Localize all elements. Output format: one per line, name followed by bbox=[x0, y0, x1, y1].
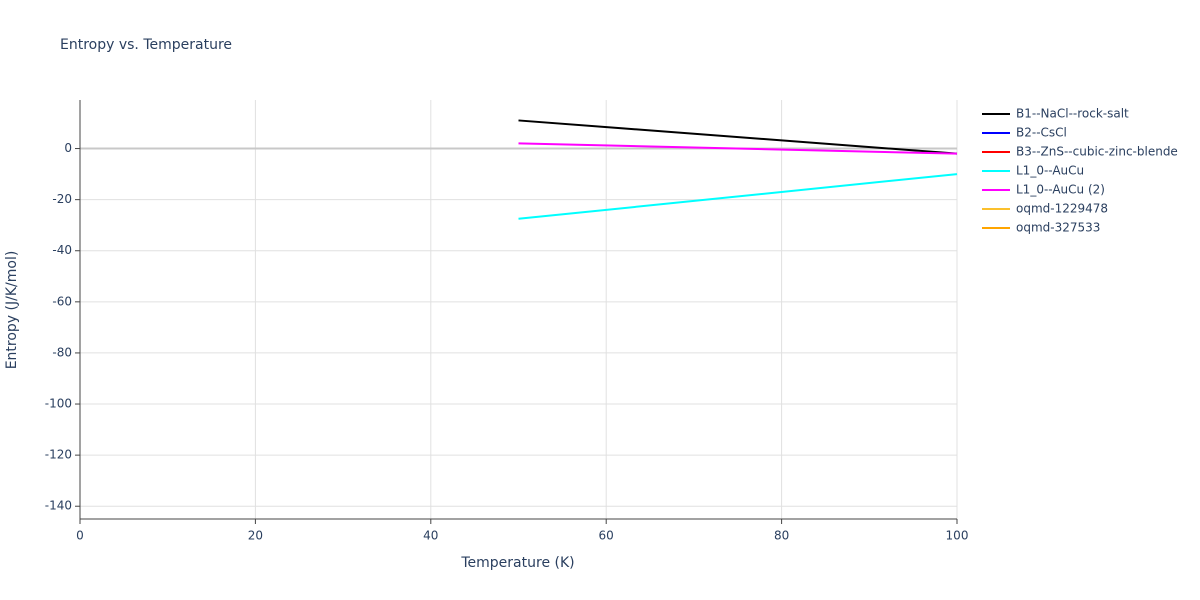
chart-title: Entropy vs. Temperature bbox=[60, 37, 232, 53]
y-tick-label: -100 bbox=[45, 397, 72, 411]
legend-label: B1--NaCl--rock-salt bbox=[1016, 107, 1129, 121]
x-tick-label: 0 bbox=[76, 529, 84, 543]
x-tick-label: 80 bbox=[774, 529, 789, 543]
legend-label: B2--CsCl bbox=[1016, 126, 1067, 140]
y-tick-label: -20 bbox=[52, 192, 72, 206]
x-tick-label: 60 bbox=[599, 529, 614, 543]
y-tick-label: -80 bbox=[52, 345, 72, 359]
x-tick-label: 40 bbox=[423, 529, 438, 543]
series-line bbox=[518, 173, 958, 220]
x-tick-label: 20 bbox=[248, 529, 263, 543]
y-tick-label: -140 bbox=[45, 499, 72, 513]
legend-label: oqmd-1229478 bbox=[1016, 202, 1108, 216]
x-tick-label: 100 bbox=[946, 529, 969, 543]
series-line bbox=[518, 142, 958, 155]
legend-label: B3--ZnS--cubic-zinc-blende bbox=[1016, 145, 1178, 159]
y-tick-label: 0 bbox=[64, 141, 72, 155]
x-axis-label: Temperature (K) bbox=[460, 555, 574, 571]
y-tick-label: -120 bbox=[45, 448, 72, 462]
series-line bbox=[518, 119, 958, 155]
legend-label: L1_0--AuCu bbox=[1016, 164, 1084, 178]
legend-label: L1_0--AuCu (2) bbox=[1016, 183, 1105, 197]
y-tick-label: -60 bbox=[52, 294, 72, 308]
y-tick-label: -40 bbox=[52, 243, 72, 257]
y-axis-label: Entropy (J/K/mol) bbox=[4, 251, 20, 370]
legend-label: oqmd-327533 bbox=[1016, 221, 1100, 235]
